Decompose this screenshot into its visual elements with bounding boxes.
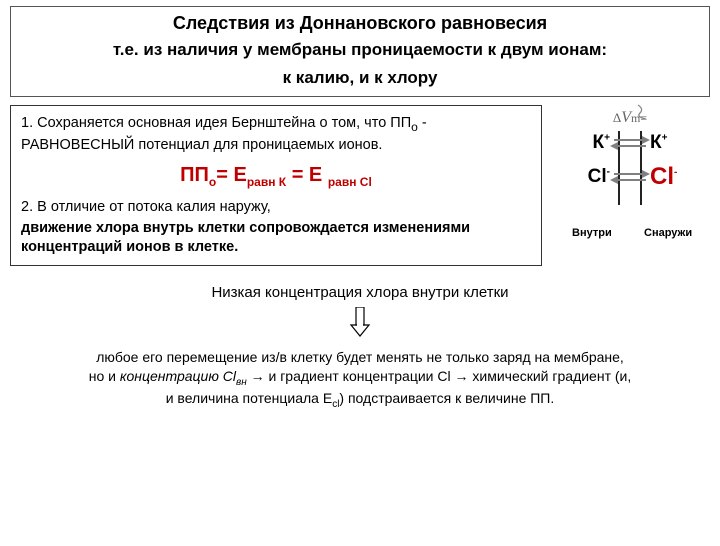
header-box: Следствия из Доннановского равновесия т.… — [10, 6, 710, 97]
f-ppo: ПП — [180, 164, 209, 186]
low-concentration-text: Низкая концентрация хлора внутри клетки — [10, 284, 710, 301]
label-outside: Снаружи — [644, 227, 692, 239]
k-outside: К+ — [650, 132, 667, 154]
label-inside: Внутри — [572, 227, 612, 239]
bt2b: концентрацию Cl — [120, 368, 236, 384]
bt3a: и величина потенциала Е — [166, 390, 332, 406]
f-eq1: = Е — [216, 164, 247, 186]
k-arrow-icon — [610, 133, 650, 153]
bt2c: → и градиент концентрации Cl → химически… — [247, 368, 632, 384]
header-line1: Следствия из Доннановского равновесия — [19, 13, 701, 34]
paragraph-2: 2. В отличие от потока калия наружу, — [21, 199, 531, 215]
cl-arrow-icon — [610, 167, 650, 187]
f-sub2: равн Cl — [328, 175, 372, 189]
delta-vm-label: ΔVm= — [550, 109, 710, 127]
bt2b-sub: вн — [236, 377, 247, 388]
paragraph-3: движение хлора внутрь клетки сопровождае… — [21, 219, 531, 257]
cl-inside: Cl- — [588, 166, 610, 188]
down-arrow-icon — [349, 307, 371, 337]
p1-sub: о — [411, 120, 418, 134]
squiggle-icon — [636, 103, 652, 121]
formula: ППо= Еравн К = Е равн Cl — [21, 164, 531, 189]
f-sub1: равн К — [247, 175, 286, 189]
paragraph-1: 1. Сохраняется основная идея Бернштейна … — [21, 114, 531, 154]
header-line3: к калию, и к хлору — [19, 68, 701, 88]
membrane-area: К+ К+ Cl- Cl- — [550, 129, 710, 229]
membrane-diagram: ΔVm= К+ К+ Cl- — [550, 105, 710, 266]
main-row: 1. Сохраняется основная идея Бернштейна … — [10, 105, 710, 266]
k-inside: К+ — [593, 132, 610, 154]
p1a: 1. Сохраняется основная идея Бернштейна … — [21, 115, 411, 131]
f-eq2: = Е — [286, 164, 328, 186]
bottom-text: любое его перемещение из/в клетку будет … — [20, 348, 700, 411]
bt2a: но и — [89, 368, 120, 384]
header-line2: т.е. из наличия у мембраны проницаемости… — [19, 40, 701, 60]
bt3b: ) подстраивается к величине ПП. — [339, 390, 554, 406]
down-arrow-wrap — [0, 307, 720, 342]
bt1: любое его перемещение из/в клетку будет … — [96, 349, 624, 365]
cl-outside: Cl- — [650, 163, 677, 191]
content-box: 1. Сохраняется основная идея Бернштейна … — [10, 105, 542, 266]
dvm-delta: Δ — [613, 110, 621, 125]
dvm-v: V — [621, 109, 631, 126]
